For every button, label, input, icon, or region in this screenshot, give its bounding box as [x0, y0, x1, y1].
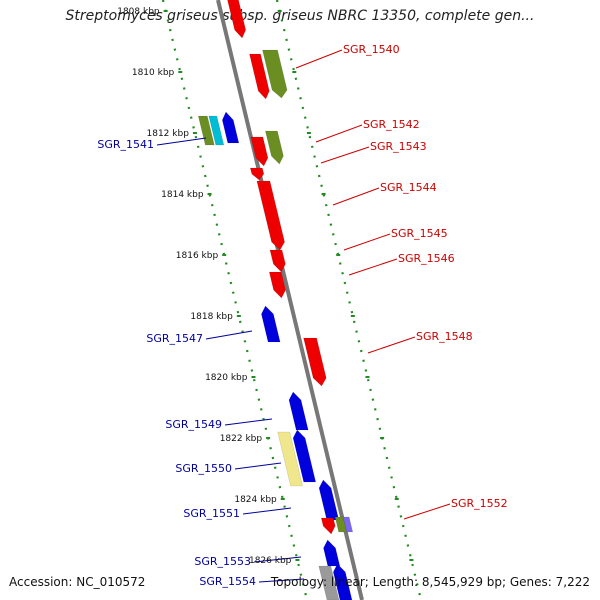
- ruler-label: 1816 kbp: [176, 251, 219, 261]
- label-leader-line: [205, 330, 253, 340]
- gene-label[interactable]: SGR_1544: [380, 181, 437, 194]
- gene-label[interactable]: SGR_1554: [199, 575, 256, 588]
- label-leader-line: [343, 233, 391, 251]
- ruler-label: 1820 kbp: [205, 373, 248, 383]
- feature-other[interactable]: [318, 565, 340, 600]
- gene-label[interactable]: SGR_1551: [183, 507, 240, 520]
- ruler-label: 1812 kbp: [147, 129, 190, 139]
- feature-other[interactable]: [208, 115, 225, 146]
- label-leader-line: [403, 503, 451, 520]
- gene-arrow-sgr-1541[interactable]: [221, 111, 240, 144]
- label-leader-line: [156, 137, 207, 146]
- label-leader-line: [258, 578, 305, 583]
- feature-other[interactable]: [265, 130, 284, 165]
- label-leader-line: [367, 336, 416, 354]
- label-leader-line: [242, 507, 292, 515]
- scale-line-right: [275, 0, 423, 600]
- label-leader-line: [234, 462, 282, 470]
- gene-label[interactable]: SGR_1550: [175, 462, 232, 475]
- label-leader-line: [320, 146, 370, 164]
- gene-arrow-sgr-1543[interactable]: [249, 167, 265, 181]
- feature-other[interactable]: [277, 431, 303, 487]
- feature-track: [197, 0, 354, 600]
- gene-label[interactable]: SGR_1546: [398, 252, 455, 265]
- gene-arrow-sgr-1553[interactable]: [323, 539, 341, 567]
- feature-other[interactable]: [262, 49, 288, 99]
- gene-label[interactable]: SGR_1543: [370, 140, 427, 153]
- gene-label[interactable]: SGR_1552: [451, 497, 508, 510]
- genome-summary: Topology: linear; Length: 8,545,929 bp; …: [270, 575, 590, 589]
- gene-label[interactable]: SGR_1540: [343, 43, 400, 56]
- label-leader-line: [253, 556, 302, 563]
- gene-label[interactable]: SGR_1541: [97, 138, 154, 151]
- gene-arrow-sgr-1554[interactable]: [332, 563, 353, 600]
- label-leader-line: [315, 124, 363, 143]
- accession-text: Accession: NC_010572: [9, 575, 146, 589]
- gene-arrow-sgr-1546[interactable]: [268, 271, 286, 299]
- label-leader-line: [295, 49, 343, 69]
- genome-axis: [216, 0, 364, 600]
- label-leader-line: [224, 418, 273, 426]
- gene-label[interactable]: SGR_1553: [194, 555, 251, 568]
- gene-arrow-sgr-1540[interactable]: [249, 53, 270, 100]
- gene-label[interactable]: SGR_1547: [146, 332, 203, 345]
- feature-other[interactable]: [197, 115, 215, 146]
- label-leader-line: [332, 187, 380, 206]
- ruler-label: 1822 kbp: [220, 434, 263, 444]
- label-leaders: [156, 49, 451, 583]
- map-title: Streptomyces griseus subsp. griseus NBRC…: [65, 8, 535, 24]
- ruler-label: 1824 kbp: [234, 495, 277, 505]
- gene-arrow-sgr-1550[interactable]: [292, 429, 317, 483]
- label-leader-line: [348, 258, 398, 276]
- gene-arrow-sgr-1545[interactable]: [269, 249, 286, 273]
- gene-arrow-sgr-1544[interactable]: [256, 180, 285, 251]
- gene-label[interactable]: SGR_1542: [363, 118, 420, 131]
- gene-arrow-sgr-1548[interactable]: [303, 337, 327, 387]
- ruler-label: 1814 kbp: [161, 190, 204, 200]
- gene-label[interactable]: SGR_1548: [416, 330, 473, 343]
- ruler-label: 1810 kbp: [132, 68, 175, 78]
- ruler-labels: 1808 kbp 1810 kbp 1812 kbp 1814 kbp 1816 kbp…: [117, 7, 414, 566]
- gene-labels: SGR_1540 SGR_1541 SGR_1542 SGR_1543 SGR_1544…: [97, 43, 507, 588]
- ruler-label: 1818 kbp: [190, 312, 233, 322]
- ruler-label: 1826 kbp: [249, 556, 292, 566]
- gene-arrow-sgr-1549[interactable]: [288, 391, 309, 431]
- gene-arrow-sgr-1547[interactable]: [261, 305, 281, 343]
- ruler-label: 1808 kbp: [117, 7, 160, 17]
- gene-arrow-sgr-1542[interactable]: [250, 136, 269, 167]
- gene-arrow-sgr-1552[interactable]: [320, 517, 336, 535]
- feature-other[interactable]: [342, 516, 354, 533]
- gene-arrow-forward[interactable]: [226, 0, 247, 39]
- gene-label[interactable]: SGR_1545: [391, 227, 448, 240]
- axis-line: [216, 0, 364, 600]
- gene-label[interactable]: SGR_1549: [165, 418, 222, 431]
